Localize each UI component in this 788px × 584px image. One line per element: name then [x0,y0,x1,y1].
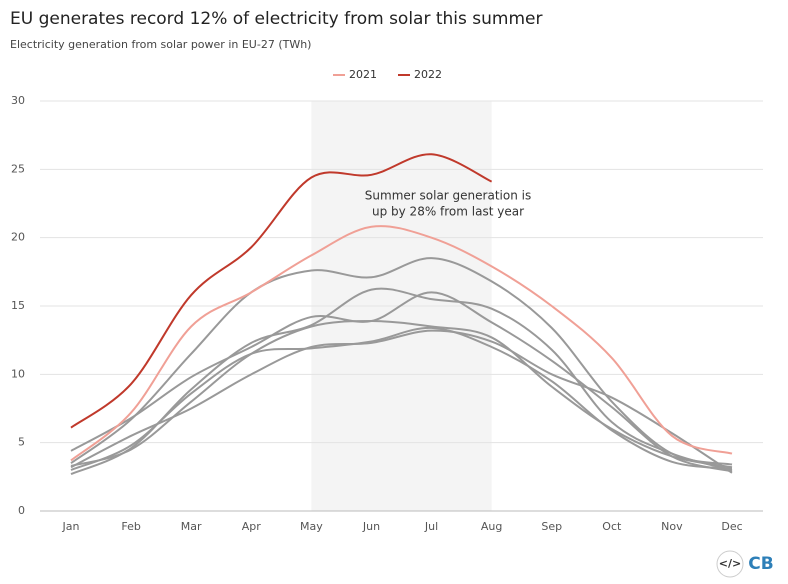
x-tick-label: Jan [62,520,80,533]
chart-subtitle: Electricity generation from solar power … [10,38,311,51]
series-line [70,225,733,462]
y-tick-label: 20 [11,231,25,244]
embed-icon: </> [719,557,741,570]
x-tick-label: Oct [602,520,622,533]
y-tick-label: 15 [11,299,25,312]
y-tick-label: 5 [18,436,25,449]
y-tick-label: 0 [18,504,25,517]
series-line [70,329,733,474]
annotation: Summer solar generation is [365,189,531,203]
x-tick-label: Apr [242,520,262,533]
chart-title: EU generates record 12% of electricity f… [10,9,543,29]
x-tick-label: Feb [121,520,140,533]
x-tick-label: Dec [721,520,742,533]
x-tick-label: May [300,520,323,533]
series-line [70,287,733,476]
x-tick-label: Jul [424,520,438,533]
series-line [70,153,493,429]
logo: CB [748,554,773,574]
legend-label: 2021 [349,68,377,81]
x-tick-label: Jun [362,520,380,533]
embed-button[interactable] [716,550,744,578]
series-line [70,326,733,471]
x-tick-label: Nov [661,520,683,533]
x-tick-label: Sep [541,520,562,533]
x-tick-label: Mar [181,520,202,533]
annotation: up by 28% from last year [372,205,524,219]
series-line [70,320,733,469]
series-line [70,257,733,466]
y-tick-label: 30 [11,94,25,107]
y-tick-label: 25 [11,162,25,175]
legend-label: 2022 [414,68,442,81]
y-tick-label: 10 [11,367,25,380]
x-tick-label: Aug [481,520,502,533]
series-line [70,291,733,473]
